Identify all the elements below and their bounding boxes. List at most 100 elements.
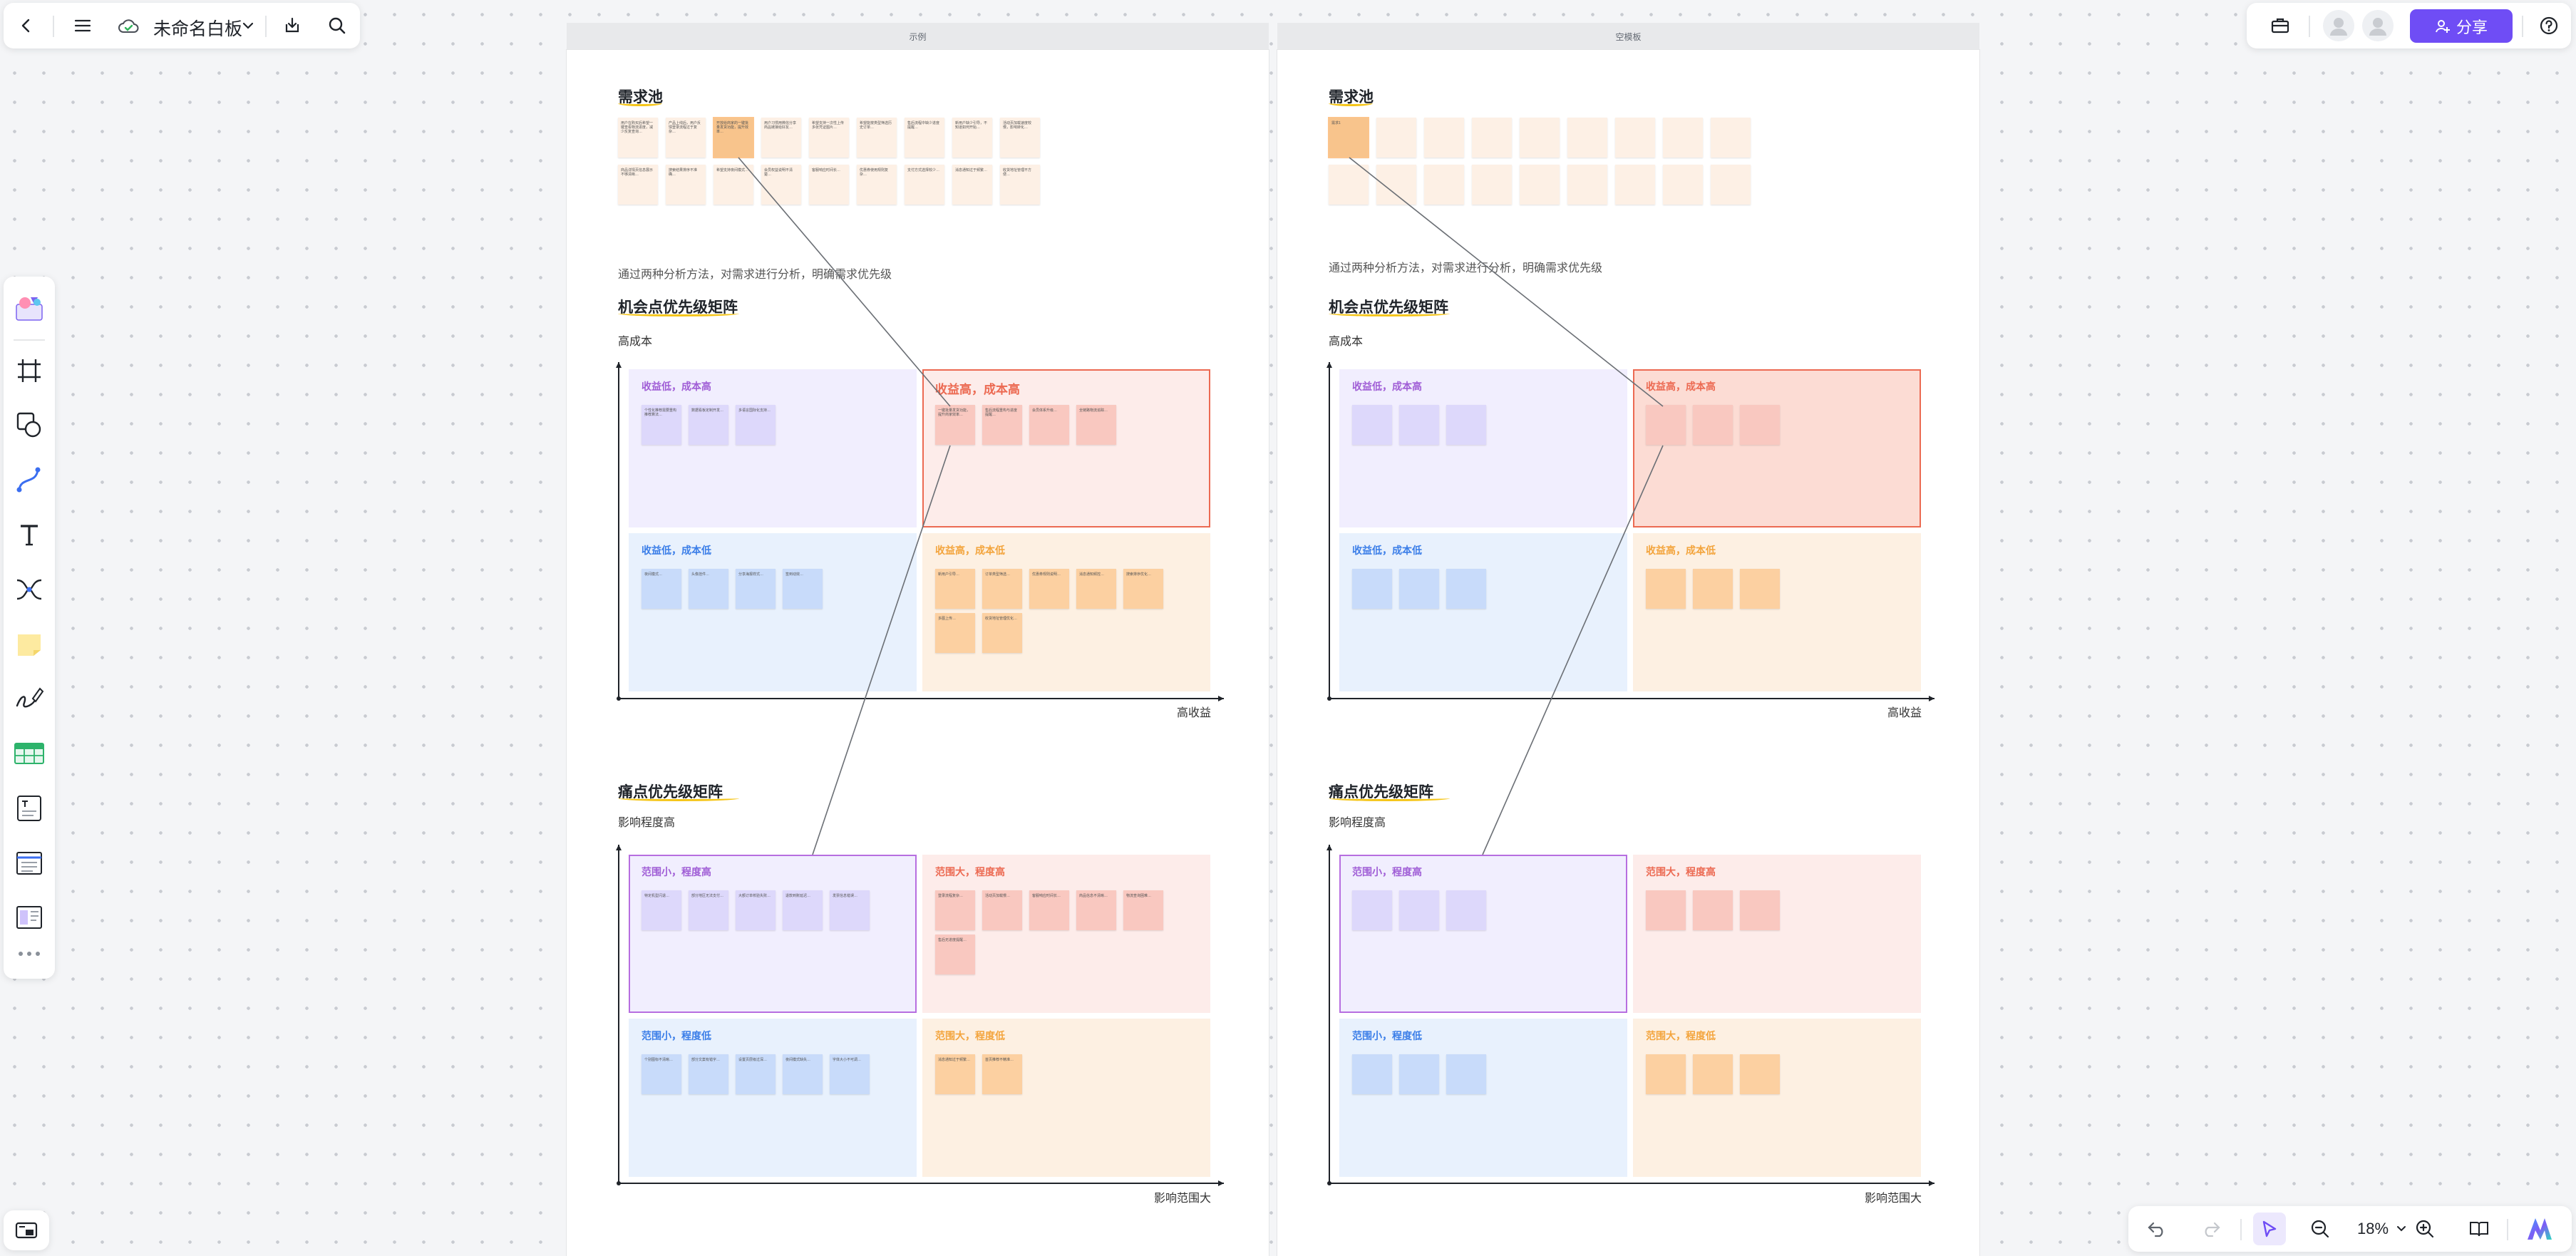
sticky-note[interactable]: [1663, 165, 1703, 205]
sticky-note[interactable]: 会员权益说明不清楚…: [761, 165, 801, 205]
quadrant-opp-3[interactable]: 收益高，成本低: [922, 533, 1210, 691]
sticky-note[interactable]: [1567, 118, 1607, 158]
quadrant-opp-3[interactable]: 收益高，成本低: [1633, 533, 1921, 691]
avatar[interactable]: [2362, 10, 2394, 41]
sticky-note[interactable]: [1646, 405, 1686, 445]
quadrant-pain-0[interactable]: 范围小，程度高: [629, 855, 917, 1013]
sticky-note[interactable]: [1693, 569, 1733, 609]
sticky-note[interactable]: 新用户缺少引导，不知道如何开始…: [952, 118, 992, 158]
quadrant-opp-0[interactable]: 收益低，成本高: [1339, 369, 1627, 527]
sticky-note[interactable]: 消息通知过于频繁…: [935, 1054, 975, 1094]
sticky-note[interactable]: [1740, 569, 1780, 609]
sticky-note[interactable]: [1693, 890, 1733, 930]
template-icon[interactable]: [4, 284, 55, 334]
sticky-note[interactable]: 订单类型筛选…: [982, 569, 1022, 609]
sticky-note[interactable]: 用户习惯用微信分享商品链接给好友…: [761, 118, 801, 158]
sticky-note[interactable]: 会员体系升级…: [1029, 405, 1069, 445]
sticky-note[interactable]: [1646, 569, 1686, 609]
sticky-note[interactable]: 商品详情页信息展示不够清晰…: [618, 165, 658, 205]
sticky-note[interactable]: [1376, 118, 1416, 158]
layout-icon[interactable]: [4, 892, 55, 942]
sticky-note[interactable]: 商品信息不清晰…: [1076, 890, 1116, 930]
share-button[interactable]: 分享: [2410, 9, 2513, 43]
sticky-note[interactable]: 物流查询困难…: [1123, 890, 1163, 930]
chevron-down-icon[interactable]: [241, 19, 255, 33]
doc-card-icon[interactable]: [4, 783, 55, 833]
sticky-note[interactable]: 客服响应时间长…: [809, 165, 849, 205]
sticky-note[interactable]: 签到动效…: [783, 569, 823, 609]
select-cursor-icon[interactable]: [2253, 1213, 2286, 1245]
undo-icon[interactable]: [2144, 1216, 2170, 1242]
sticky-note[interactable]: [1646, 890, 1686, 930]
pen-icon[interactable]: [4, 674, 55, 724]
sticky-note[interactable]: 全链路物流追踪…: [1076, 405, 1116, 445]
sticky-note[interactable]: [1399, 405, 1439, 445]
sticky-note[interactable]: 希望支持夜间模式…: [713, 165, 753, 205]
avatar[interactable]: [2323, 10, 2354, 41]
quadrant-pain-3[interactable]: 范围大，程度低: [1633, 1019, 1921, 1177]
frame-header[interactable]: 空模板: [1277, 23, 1979, 50]
sticky-note[interactable]: 设置页层级过深…: [736, 1054, 776, 1094]
sticky-note[interactable]: [1329, 165, 1369, 205]
minimap-button[interactable]: [4, 1210, 49, 1250]
board-title[interactable]: 未命名白板: [153, 19, 243, 39]
zoom-in-icon[interactable]: [2412, 1216, 2438, 1242]
sticky-note[interactable]: [1352, 569, 1392, 609]
sticky-note[interactable]: 特定机型闪退…: [642, 890, 681, 930]
sticky-note[interactable]: [1615, 118, 1655, 158]
search-icon[interactable]: [324, 13, 350, 38]
sticky-note[interactable]: 个别图标不清晰…: [642, 1054, 681, 1094]
help-icon[interactable]: [2536, 13, 2562, 38]
quadrant-pain-1[interactable]: 范围大，程度高: [922, 855, 1210, 1013]
sticky-note[interactable]: 售后无进度提醒…: [935, 935, 975, 974]
sticky-note[interactable]: [1740, 890, 1780, 930]
sticky-note[interactable]: [1567, 165, 1607, 205]
quadrant-opp-0[interactable]: 收益低，成本高: [629, 369, 917, 527]
back-icon[interactable]: [14, 13, 39, 38]
text-icon[interactable]: [4, 510, 55, 560]
sticky-note[interactable]: 需求1: [1328, 117, 1369, 158]
sticky-note[interactable]: [1615, 165, 1655, 205]
connector-icon[interactable]: [4, 455, 55, 505]
sticky-note[interactable]: [1711, 165, 1751, 205]
sticky-note[interactable]: 客服响应时间长…: [1029, 890, 1069, 930]
quadrant-pain-2[interactable]: 范围小，程度低: [1339, 1019, 1627, 1177]
sticky-note[interactable]: 部分文案有错字…: [689, 1054, 728, 1094]
sticky-note[interactable]: 多图上传…: [935, 613, 975, 653]
quadrant-pain-1[interactable]: 范围大，程度高: [1633, 855, 1921, 1013]
sticky-note[interactable]: 分享海报样式…: [736, 569, 776, 609]
sticky-note[interactable]: 希望支持一次性上传多张凭证图片…: [809, 118, 849, 158]
more-icon[interactable]: [4, 936, 55, 972]
table-icon[interactable]: [4, 729, 55, 778]
download-icon[interactable]: [279, 13, 305, 38]
sticky-note[interactable]: [1520, 165, 1560, 205]
quadrant-opp-1[interactable]: 收益高，成本高: [922, 369, 1210, 527]
sticky-note[interactable]: [1646, 1054, 1686, 1094]
shape-icon[interactable]: [4, 400, 55, 450]
quadrant-opp-2[interactable]: 收益低，成本低: [629, 533, 917, 691]
sticky-note[interactable]: 发票信息错误…: [830, 890, 870, 930]
sticky-note[interactable]: [1399, 1054, 1439, 1094]
sticky-note[interactable]: 收货地址管理不方便…: [1000, 165, 1040, 205]
quadrant-pain-0[interactable]: 范围小，程度高: [1339, 855, 1627, 1013]
sticky-note[interactable]: [1520, 118, 1560, 158]
sticky-note[interactable]: [1472, 165, 1512, 205]
sticky-note[interactable]: 消息通知频控…: [1076, 569, 1116, 609]
sticky-note[interactable]: 多语言国际化支持…: [736, 405, 776, 445]
sticky-note[interactable]: 登录流程复杂…: [935, 890, 975, 930]
sticky-note[interactable]: 优惠券使用规则复杂…: [857, 165, 897, 205]
sticky-note[interactable]: 希望能按类型筛选历史订单…: [857, 118, 897, 158]
quadrant-pain-3[interactable]: 范围大，程度低: [922, 1019, 1210, 1177]
sticky-note[interactable]: [1446, 405, 1486, 445]
zoom-level[interactable]: 18%: [2357, 1220, 2389, 1237]
sticky-note[interactable]: 搜索结果排序不准确…: [666, 165, 706, 205]
sticky-note[interactable]: [1424, 118, 1464, 158]
sticky-note[interactable]: 售后流程中缺少进度提醒…: [905, 118, 944, 158]
frame-icon[interactable]: [4, 346, 55, 396]
menu-icon[interactable]: [70, 13, 96, 38]
sticky-note[interactable]: [1740, 405, 1780, 445]
sticky-note[interactable]: 夜间模式…: [642, 569, 681, 609]
sticky-note[interactable]: [1399, 890, 1439, 930]
toolbox-icon[interactable]: [2267, 13, 2293, 38]
sticky-note[interactable]: [1352, 405, 1392, 445]
